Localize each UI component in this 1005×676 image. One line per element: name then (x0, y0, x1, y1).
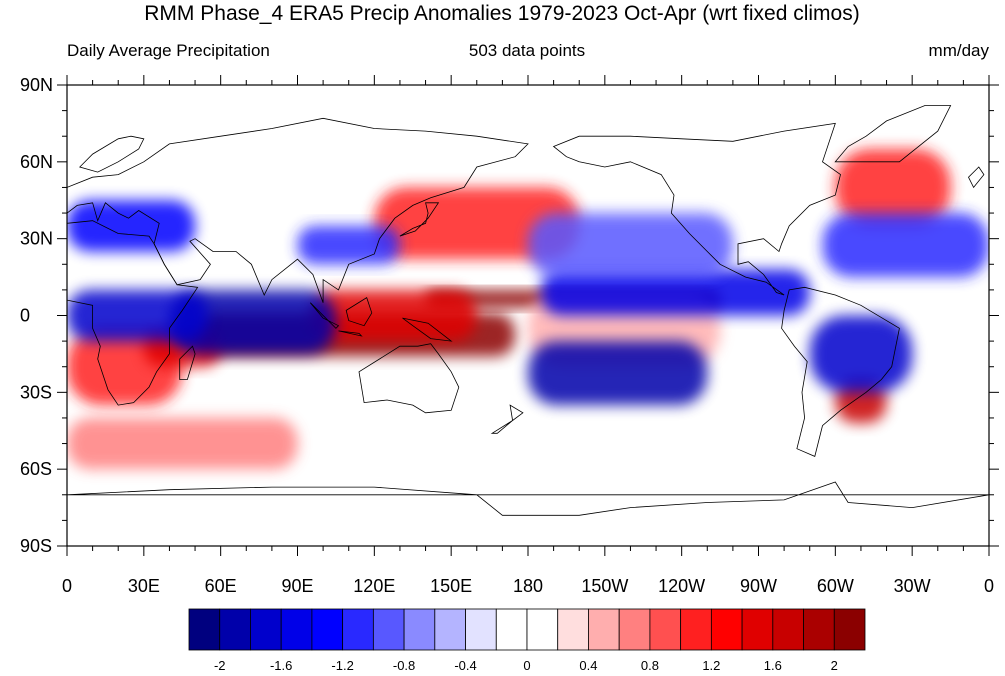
coastline (552, 122, 841, 296)
coastline (402, 317, 453, 342)
colorbar-box (342, 608, 374, 651)
x-tick-label: 30W (894, 576, 931, 596)
coastline (338, 330, 363, 337)
coastline (781, 286, 900, 457)
colorbar-label: 0 (523, 658, 530, 673)
colorbar-box (649, 608, 682, 651)
x-tick-label: 90W (740, 576, 777, 596)
anomaly-region (67, 417, 298, 470)
anomaly-region (528, 341, 708, 406)
units-string: mm/day (929, 41, 990, 60)
y-axis: 90N 60N 30N 0 30S 60S 90S (20, 75, 999, 556)
coastline (179, 345, 196, 380)
colorbar-label: 0.4 (579, 658, 597, 673)
anomaly-region (374, 187, 580, 260)
colorbar-label: -1.2 (331, 658, 353, 673)
x-tick-label: 180 (513, 576, 543, 596)
coastline (345, 296, 373, 327)
coastline (834, 105, 952, 163)
coastline (968, 166, 985, 189)
x-tick-label: 90E (281, 576, 313, 596)
colorbar: -2 -1.6 -1.2 -0.8 -0.4 0 0.4 0.8 1.2 1.6 2 (188, 608, 866, 673)
x-tick-label: 0 (62, 576, 72, 596)
y-tick-label: 30N (20, 229, 53, 249)
x-axis: 0 30E 60E 90E 120E 150E 180 150W 120W 90W 60W 30W 0 (62, 75, 994, 596)
y-tick-label: 90S (20, 536, 52, 556)
colorbar-label: 0.8 (641, 658, 659, 673)
colorbar-box (526, 608, 559, 651)
x-tick-label: 60W (817, 576, 854, 596)
coastline (79, 135, 145, 173)
colorbar-label: -0.4 (454, 658, 476, 673)
colorbar-label: -1.6 (270, 658, 292, 673)
coastline (67, 220, 199, 406)
x-tick-label: 30E (128, 576, 160, 596)
chart-title: RMM Phase_4 ERA5 Precip Anomalies 1979-2… (144, 2, 859, 25)
colorbar-box (833, 608, 866, 651)
colorbar-box (465, 608, 497, 651)
colorbar-box (372, 608, 405, 651)
colorbar-box (434, 608, 466, 651)
colorbar-box (741, 608, 774, 651)
colorbar-box (618, 608, 651, 651)
colorbar-label: -0.8 (393, 658, 415, 673)
coastline (309, 302, 340, 329)
anomaly-region (528, 213, 733, 278)
colorbar-box (588, 608, 620, 651)
anomaly-region (297, 225, 400, 265)
colorbar-box (803, 608, 835, 651)
x-tick-label: 120W (658, 576, 705, 596)
anomaly-region (67, 200, 196, 252)
colorbar-box (250, 608, 282, 651)
anomaly-region (540, 269, 810, 316)
colorbar-box (557, 608, 589, 651)
left-string: Daily Average Precipitation (67, 41, 270, 60)
coastline (358, 343, 460, 414)
x-tick-label: 150W (581, 576, 628, 596)
colorbar-label: 2 (831, 658, 838, 673)
coastline (399, 202, 440, 237)
colorbar-label: 1.6 (764, 658, 782, 673)
colorbar-box (680, 608, 712, 651)
coastline (490, 404, 524, 434)
colorbar-label: -2 (214, 658, 226, 673)
colorbar-box (311, 608, 344, 651)
colorbar-box (188, 608, 221, 651)
x-tick-label: 120E (353, 576, 395, 596)
x-tick-label: 60E (205, 576, 237, 596)
anomaly-region (169, 289, 336, 354)
anomaly-region (67, 289, 208, 342)
y-tick-label: 60N (20, 152, 53, 172)
anomaly-region (822, 213, 989, 278)
center-string: 503 data points (469, 41, 585, 60)
y-tick-label: 90N (20, 75, 53, 95)
colorbar-box (219, 608, 251, 651)
anomaly-field (67, 149, 989, 470)
coastline (67, 481, 989, 516)
x-tick-label: 0 (984, 576, 994, 596)
colorbar-box (280, 608, 313, 651)
y-tick-label: 30S (20, 382, 52, 402)
x-tick-label: 150E (430, 576, 472, 596)
coastline (67, 117, 529, 303)
plot-area (66, 84, 990, 547)
colorbar-label: 1.2 (702, 658, 720, 673)
coastlines (67, 105, 989, 516)
y-tick-label: 0 (20, 306, 30, 326)
colorbar-box (403, 608, 436, 651)
colorbar-box (710, 608, 743, 651)
colorbar-box (772, 608, 804, 651)
colorbar-box (495, 608, 528, 651)
y-tick-label: 60S (20, 459, 52, 479)
anomaly-region (835, 149, 951, 226)
